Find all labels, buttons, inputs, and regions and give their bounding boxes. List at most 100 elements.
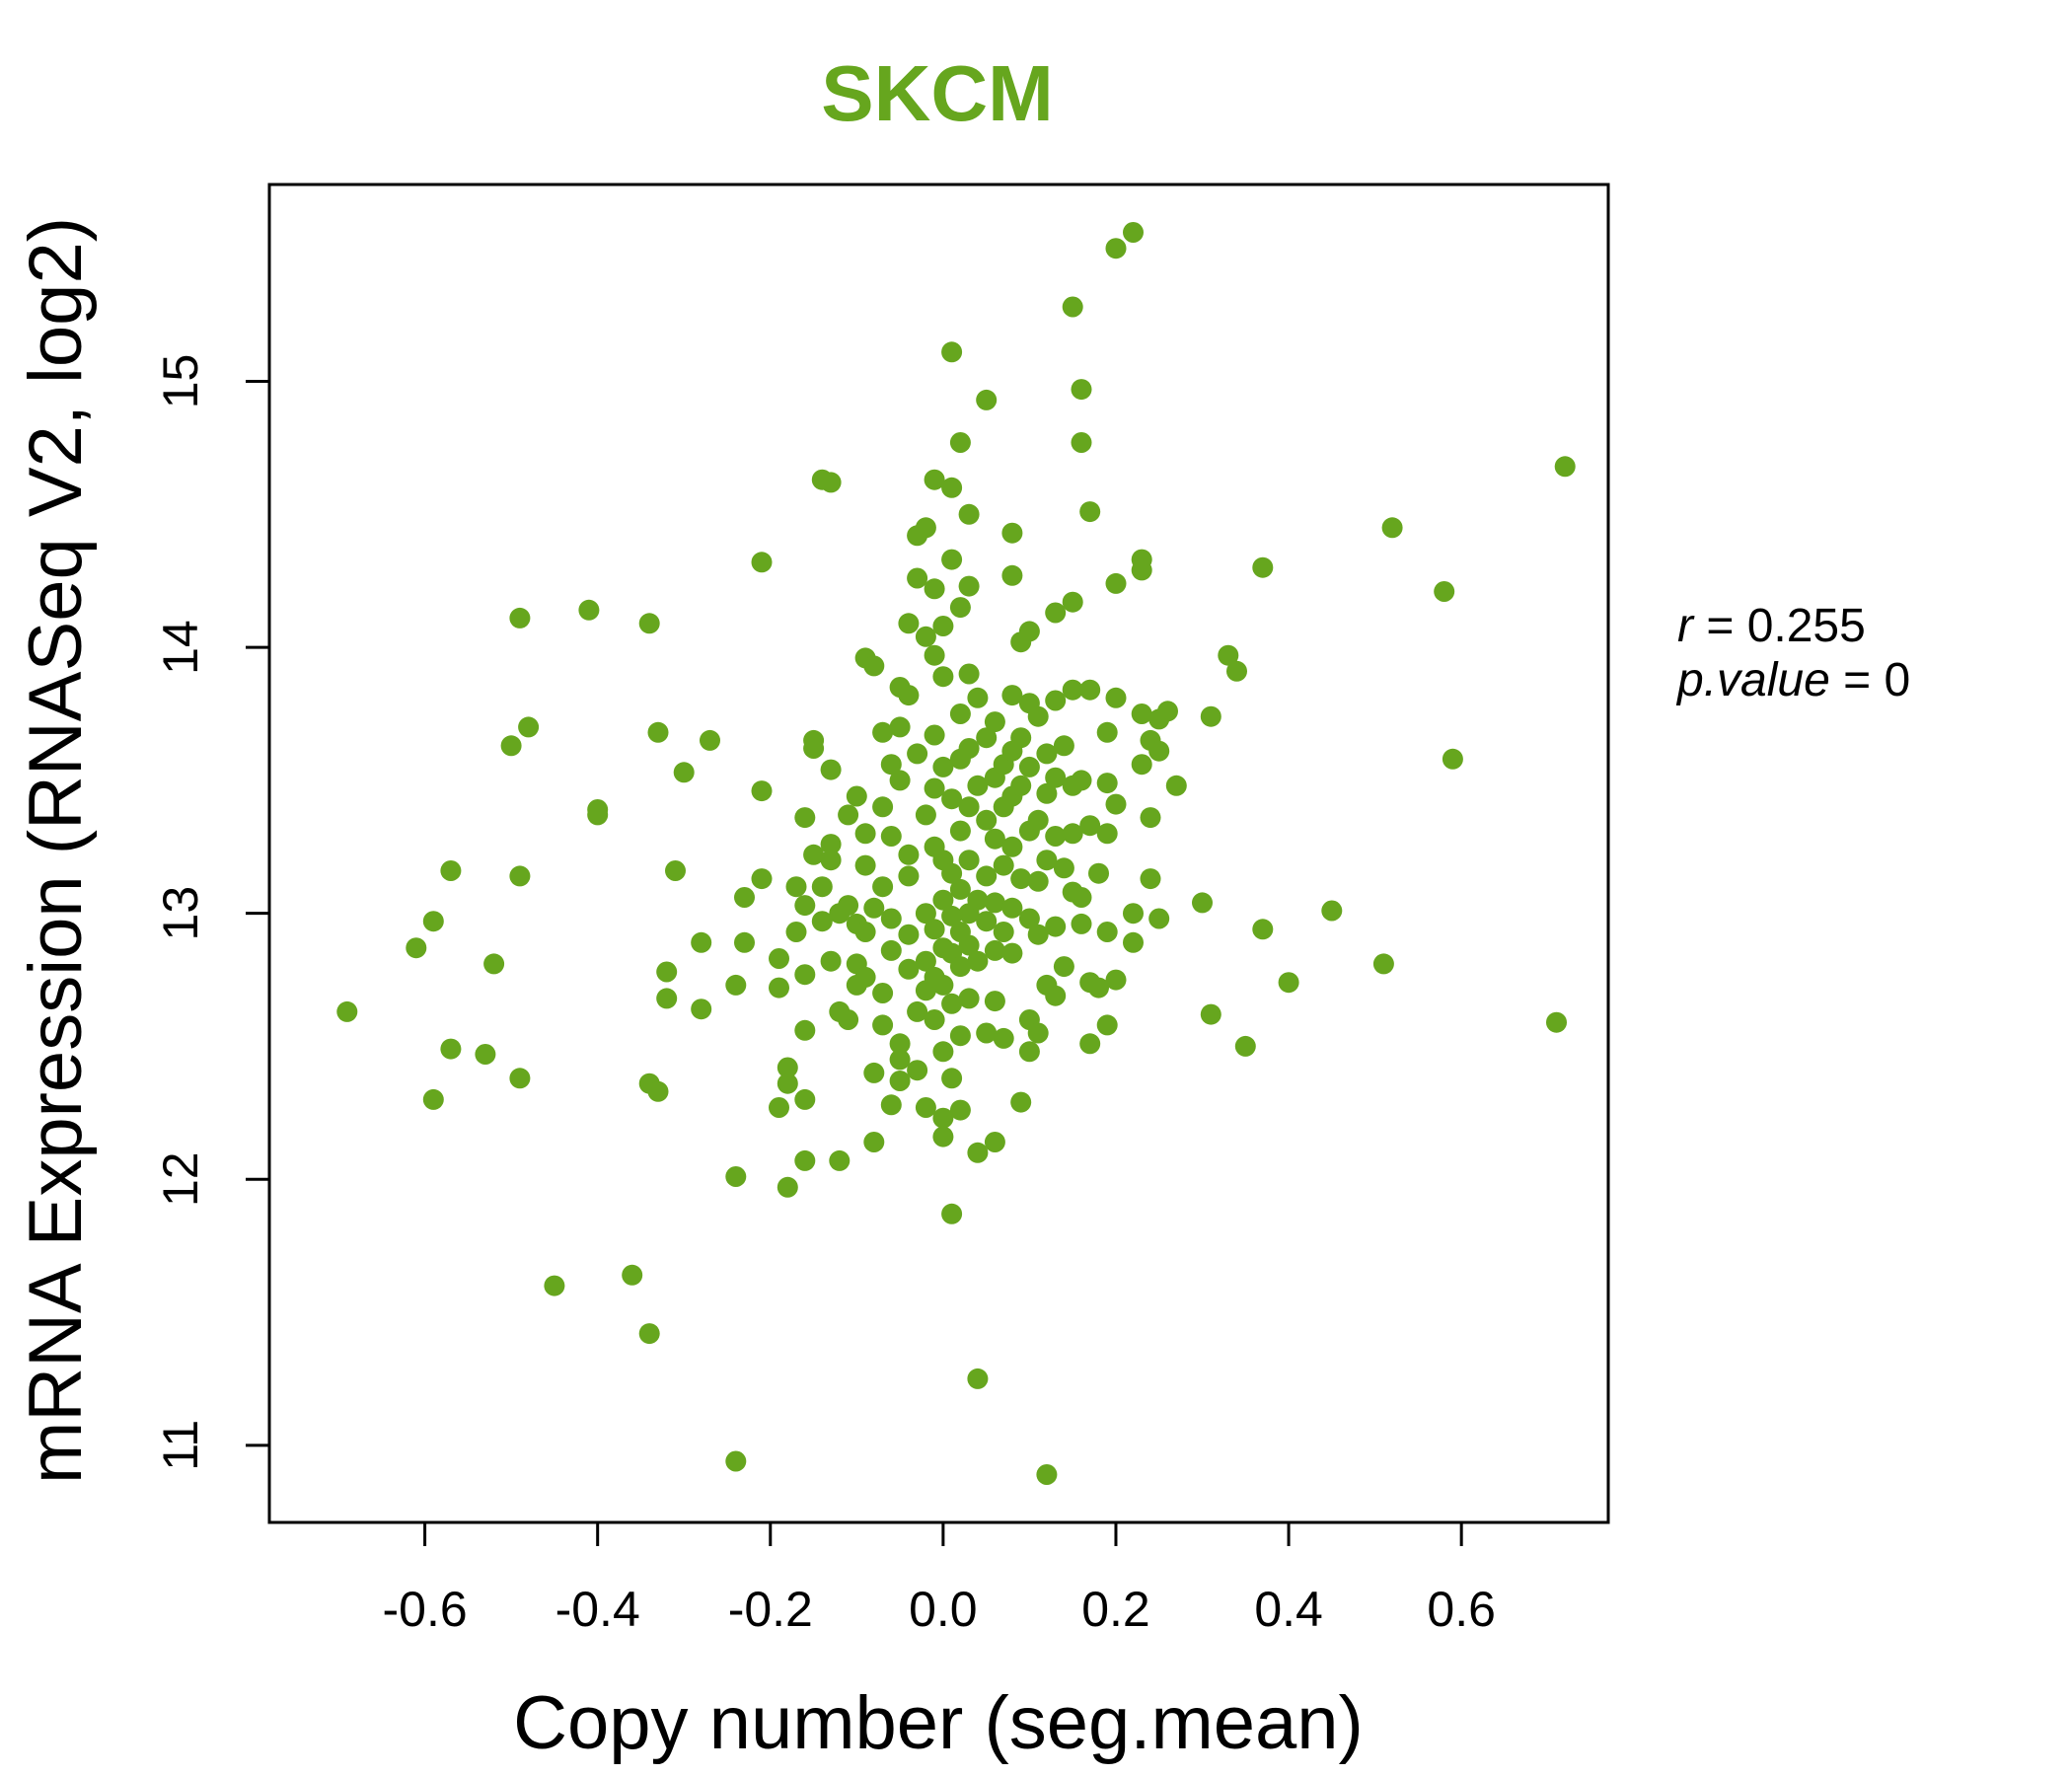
data-point-193 — [1001, 836, 1023, 857]
data-point-222 — [1045, 985, 1067, 1006]
data-point-209 — [1027, 809, 1049, 831]
data-point-217 — [1036, 1464, 1058, 1485]
data-point-96 — [889, 1049, 911, 1071]
data-point-58 — [820, 472, 842, 493]
data-point-274 — [1226, 660, 1247, 682]
data-point-199 — [1010, 868, 1032, 890]
data-point-108 — [907, 1060, 928, 1081]
data-point-143 — [941, 1203, 963, 1224]
data-point-231 — [1062, 823, 1083, 845]
data-point-136 — [941, 549, 963, 570]
data-point-65 — [829, 1149, 851, 1171]
data-point-78 — [863, 655, 885, 677]
data-point-26 — [673, 762, 695, 783]
data-point-197 — [1010, 727, 1032, 749]
data-point-247 — [1096, 823, 1118, 845]
data-point-185 — [993, 854, 1014, 876]
data-point-126 — [932, 666, 954, 688]
data-point-9 — [509, 865, 531, 887]
data-point-138 — [941, 862, 963, 884]
data-point-131 — [932, 974, 954, 996]
data-point-218 — [1045, 690, 1067, 711]
data-point-38 — [769, 977, 789, 999]
data-point-213 — [1036, 743, 1058, 765]
data-point-41 — [777, 1057, 798, 1078]
data-point-259 — [1131, 559, 1152, 581]
data-point-6 — [483, 953, 505, 975]
data-point-167 — [967, 889, 989, 911]
data-point-261 — [1131, 754, 1152, 776]
data-point-268 — [1157, 701, 1178, 722]
data-point-72 — [846, 785, 867, 807]
data-point-278 — [1278, 972, 1299, 994]
data-point-20 — [638, 1323, 660, 1345]
data-point-149 — [949, 820, 971, 842]
data-point-28 — [691, 931, 712, 953]
data-point-166 — [967, 775, 989, 796]
data-point-176 — [984, 711, 1005, 733]
data-point-233 — [1071, 432, 1092, 453]
data-point-179 — [984, 892, 1005, 914]
data-point-79 — [863, 1062, 885, 1083]
data-point-178 — [984, 828, 1005, 850]
data-point-23 — [656, 961, 678, 983]
data-point-189 — [1001, 564, 1023, 586]
data-point-105 — [907, 567, 928, 589]
data-point-117 — [924, 644, 945, 666]
data-point-59 — [820, 834, 842, 855]
data-point-169 — [967, 1142, 989, 1163]
data-point-102 — [898, 958, 920, 980]
data-point-157 — [958, 663, 980, 685]
data-point-35 — [751, 552, 773, 573]
data-point-11 — [518, 716, 540, 738]
data-point-211 — [1027, 924, 1049, 945]
data-point-270 — [1192, 892, 1213, 914]
data-point-36 — [751, 780, 773, 802]
y-tick-label-2: 13 — [153, 886, 208, 941]
data-point-76 — [854, 922, 876, 942]
data-point-66 — [838, 804, 859, 826]
data-point-246 — [1096, 721, 1118, 743]
data-point-127 — [932, 756, 954, 777]
x-tick-label-1: -0.4 — [555, 1582, 640, 1637]
points-layer — [336, 222, 1576, 1485]
data-point-7 — [475, 1044, 496, 1065]
data-point-265 — [1148, 740, 1170, 762]
data-point-221 — [1045, 916, 1067, 937]
data-point-226 — [1053, 956, 1074, 978]
x-axis: -0.6 -0.4 -0.2 0.0 0.2 0.4 0.6 — [383, 1520, 1496, 1637]
data-point-141 — [941, 993, 963, 1014]
chart-title: SKCM — [821, 49, 1054, 137]
data-point-147 — [949, 703, 971, 724]
data-point-187 — [993, 1027, 1014, 1049]
data-point-160 — [958, 850, 980, 871]
data-point-256 — [1123, 903, 1144, 925]
data-point-129 — [932, 889, 954, 911]
data-point-283 — [1442, 748, 1463, 770]
data-point-210 — [1027, 870, 1049, 892]
data-point-156 — [958, 575, 980, 597]
data-point-107 — [907, 1000, 928, 1022]
data-point-224 — [1053, 735, 1074, 757]
data-point-110 — [915, 626, 936, 647]
data-point-48 — [794, 1019, 816, 1041]
data-point-125 — [932, 616, 954, 636]
data-point-250 — [1105, 238, 1127, 259]
data-point-33 — [734, 887, 755, 908]
data-point-220 — [1045, 826, 1067, 847]
data-point-90 — [880, 939, 902, 961]
data-point-165 — [967, 687, 989, 708]
data-point-100 — [898, 865, 920, 887]
data-point-119 — [924, 777, 945, 799]
data-point-31 — [725, 1450, 747, 1472]
data-point-214 — [1036, 782, 1058, 804]
data-point-280 — [1372, 953, 1394, 975]
data-point-144 — [941, 341, 963, 363]
data-point-272 — [1200, 1003, 1221, 1025]
data-point-225 — [1053, 857, 1074, 879]
data-point-154 — [949, 1099, 971, 1121]
data-point-43 — [777, 1176, 798, 1198]
data-point-173 — [976, 865, 998, 887]
y-axis-title: mRNA Expression (RNASeq V2, log2) — [14, 217, 98, 1484]
data-point-103 — [898, 613, 920, 634]
